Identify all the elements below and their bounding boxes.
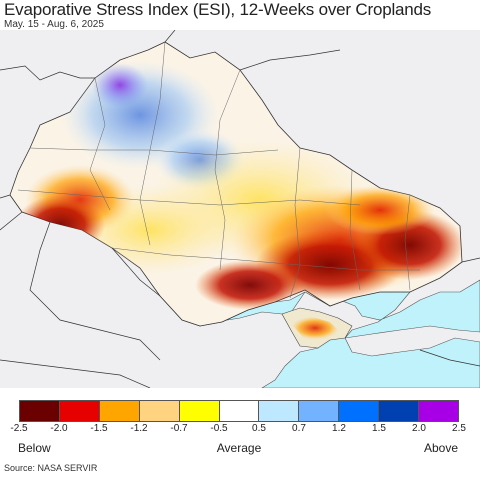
legend-tick-label: -2.5 <box>10 423 28 434</box>
source-credit: Source: NASA SERVIR <box>4 463 98 473</box>
country-borders <box>0 30 480 388</box>
legend-swatch <box>179 401 220 421</box>
legend-tick-label: 0.7 <box>292 423 306 434</box>
legend-tick-label: -1.5 <box>90 423 108 434</box>
legend-tick-label: 2.5 <box>452 423 466 434</box>
legend-swatch <box>419 401 458 421</box>
legend-swatch <box>379 401 420 421</box>
legend-tick-label: 1.2 <box>332 423 346 434</box>
legend-tick-label: -2.0 <box>50 423 68 434</box>
legend-tick-label: 0.5 <box>252 423 266 434</box>
date-range-subtitle: May. 15 - Aug. 6, 2025 <box>4 19 104 30</box>
legend-tick-label: -1.2 <box>130 423 148 434</box>
legend-colorbar <box>19 400 459 422</box>
legend-swatch <box>219 401 260 421</box>
legend-tick-label: -0.5 <box>210 423 228 434</box>
legend-below-label: Below <box>18 441 51 455</box>
legend-swatch <box>339 401 380 421</box>
esi-map <box>0 30 480 388</box>
legend-swatch <box>20 401 60 421</box>
legend-tick-label: -0.7 <box>170 423 188 434</box>
legend-swatch <box>99 401 140 421</box>
legend-ticks: -2.5 -2.0 -1.5 -1.2 -0.7 -0.5 0.5 0.7 1.… <box>0 423 480 437</box>
legend-swatch <box>299 401 340 421</box>
legend-swatch <box>59 401 100 421</box>
legend-swatch <box>259 401 300 421</box>
legend-above-label: Above <box>423 441 458 455</box>
legend-tick-label: 2.0 <box>412 423 426 434</box>
legend-tick-label: 1.5 <box>372 423 386 434</box>
crimea-dryness <box>290 316 340 340</box>
map-title: Evaporative Stress Index (ESI), 12-Weeks… <box>4 0 432 19</box>
oblast-boundaries <box>17 41 420 299</box>
legend-average-label: Average <box>216 441 262 455</box>
legend-swatch <box>139 401 180 421</box>
